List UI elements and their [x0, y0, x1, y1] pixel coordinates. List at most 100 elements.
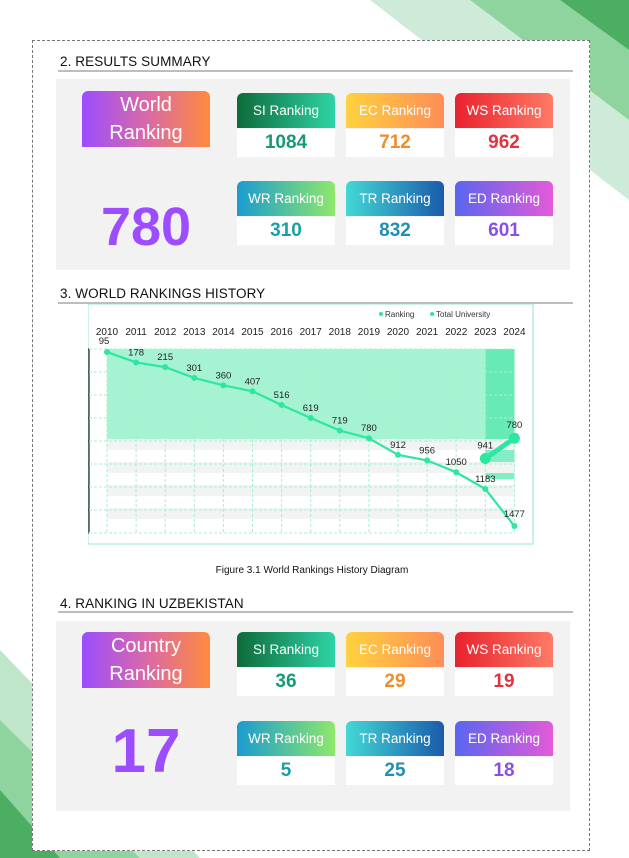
- wr-ranking-value: 310: [237, 217, 335, 245]
- ed-ranking-value: 601: [455, 217, 553, 245]
- ranking-data-label: 956: [419, 445, 435, 456]
- ws-ranking-value: 962: [455, 129, 553, 157]
- legend-label-total-university: Total University: [436, 310, 490, 319]
- legend-swatch-total-university: [430, 312, 434, 316]
- section-divider: [58, 611, 573, 613]
- ws-ranking-label: WS Ranking: [455, 632, 553, 667]
- ranking-point: [482, 485, 489, 492]
- ranking-in-uzbekistan-title: 4. RANKING IN UZBEKISTAN: [60, 596, 244, 611]
- chart-caption: Figure 3.1 World Rankings History Diagra…: [215, 565, 409, 576]
- tr-ranking-value: 832: [346, 217, 444, 245]
- legend-swatch-ranking: [379, 312, 383, 316]
- grid-band: [107, 508, 515, 519]
- x-tick-label: 2016: [270, 327, 293, 338]
- x-tick-label: 2010: [96, 327, 119, 338]
- ranking-point: [104, 349, 110, 355]
- country-ranking-panel: Country Ranking 17 SI Ranking 36 EC Rankin…: [56, 621, 570, 811]
- x-tick-label: 2020: [387, 327, 410, 338]
- ranking-data-label: 912: [390, 440, 406, 451]
- chart-points: [104, 349, 520, 529]
- chart-data-labels: 95 178 215 301 360 407 516 619 719 780 912 956 1050 1…: [99, 336, 525, 520]
- chart-legend: Ranking Total University: [379, 310, 490, 319]
- total-university-line: [483, 436, 516, 461]
- ec-ranking-value: 29: [346, 668, 444, 696]
- ranking-point: [191, 374, 198, 381]
- ranking-point: [162, 364, 169, 371]
- si-ranking-value: 36: [237, 668, 335, 696]
- ed-ranking-value: 18: [455, 757, 553, 785]
- si-ranking-value: 1084: [237, 129, 335, 157]
- ed-ranking-label: ED Ranking: [455, 181, 553, 216]
- x-tick-label: 2024: [503, 327, 526, 338]
- ranking-point: [307, 414, 314, 421]
- section-divider: [58, 302, 573, 304]
- total-university-point: [479, 453, 491, 465]
- results-summary-title: 2. RESULTS SUMMARY: [60, 54, 211, 69]
- world-rankings-history-title: 3. WORLD RANKINGS HISTORY: [60, 286, 266, 301]
- ranking-point: [395, 451, 401, 458]
- ranking-data-label: 1183: [475, 474, 495, 485]
- tr-ranking-value: 25: [346, 757, 444, 785]
- x-tick-label: 2023: [474, 327, 497, 338]
- total-university-data-label: 780: [506, 420, 522, 431]
- x-tick-label: 2011: [125, 327, 147, 338]
- report-page: 2. RESULTS SUMMARY World Ranking 780 SI …: [32, 40, 590, 851]
- ranking-point: [424, 457, 431, 464]
- chart-border: [88, 304, 534, 545]
- ws-ranking-value: 19: [455, 668, 553, 696]
- total-university-data-label: 941: [477, 441, 493, 452]
- x-axis-ticks: 2010 2011 2012 2013 2014 2015 2016 2017 2018 2019…: [96, 327, 526, 338]
- legend-label-ranking: Ranking: [385, 310, 414, 319]
- x-tick-label: 2013: [183, 327, 206, 338]
- ed-ranking-label: ED Ranking: [455, 721, 553, 756]
- wr-ranking-label: WR Ranking: [237, 721, 335, 756]
- total-university-point: [508, 432, 520, 444]
- ranking-data-label: 1477: [504, 509, 525, 520]
- ranking-point: [220, 382, 227, 389]
- ranking-data-label: 301: [186, 363, 202, 374]
- ws-ranking-label: WS Ranking: [455, 93, 553, 128]
- ranking-data-label: 719: [332, 416, 348, 427]
- x-tick-label: 2022: [445, 327, 468, 338]
- ranking-data-label: 178: [128, 347, 144, 358]
- wr-ranking-label: WR Ranking: [237, 181, 335, 216]
- ranking-data-label: 360: [215, 370, 231, 381]
- ranking-point: [278, 402, 285, 409]
- section-divider: [58, 70, 573, 72]
- ranking-point: [249, 388, 256, 395]
- grid-band: [107, 462, 515, 473]
- ranking-point: [511, 523, 518, 529]
- ranking-point: [133, 359, 140, 366]
- world-rankings-history-chart: Ranking Total University 2010 2011 2012 2013…: [88, 304, 534, 545]
- si-ranking-label: SI Ranking: [237, 632, 335, 667]
- world-ranking-value: 780: [100, 197, 192, 257]
- x-tick-label: 2018: [329, 327, 352, 338]
- ranking-data-label: 215: [157, 352, 173, 363]
- x-tick-label: 2021: [416, 327, 439, 338]
- ranking-point: [336, 427, 343, 434]
- ec-ranking-value: 712: [346, 129, 444, 157]
- ranking-point: [453, 469, 460, 476]
- ranking-point: [365, 435, 372, 442]
- x-tick-label: 2019: [358, 327, 381, 338]
- ec-ranking-label: EC Ranking: [346, 632, 444, 667]
- country-ranking-label: Country Ranking: [82, 632, 210, 688]
- wr-ranking-value: 5: [237, 757, 335, 785]
- ranking-data-label: 95: [99, 336, 110, 347]
- country-ranking-value: 17: [111, 717, 181, 786]
- tr-ranking-label: TR Ranking: [346, 721, 444, 756]
- ranking-data-label: 780: [361, 423, 377, 434]
- results-summary-panel: World Ranking 780 SI Ranking 1084 EC Ranki…: [56, 79, 570, 270]
- ranking-data-label: 1050: [446, 457, 467, 468]
- x-tick-label: 2012: [154, 327, 177, 338]
- ranking-data-label: 619: [303, 403, 319, 414]
- x-tick-label: 2014: [212, 327, 235, 338]
- ec-ranking-label: EC Ranking: [346, 93, 444, 128]
- x-tick-label: 2017: [300, 327, 323, 338]
- ranking-data-label: 407: [245, 376, 261, 387]
- tr-ranking-label: TR Ranking: [346, 181, 444, 216]
- ranking-data-label: 516: [274, 390, 290, 401]
- si-ranking-label: SI Ranking: [237, 93, 335, 128]
- x-tick-label: 2015: [241, 327, 264, 338]
- world-ranking-label: World Ranking: [82, 91, 210, 147]
